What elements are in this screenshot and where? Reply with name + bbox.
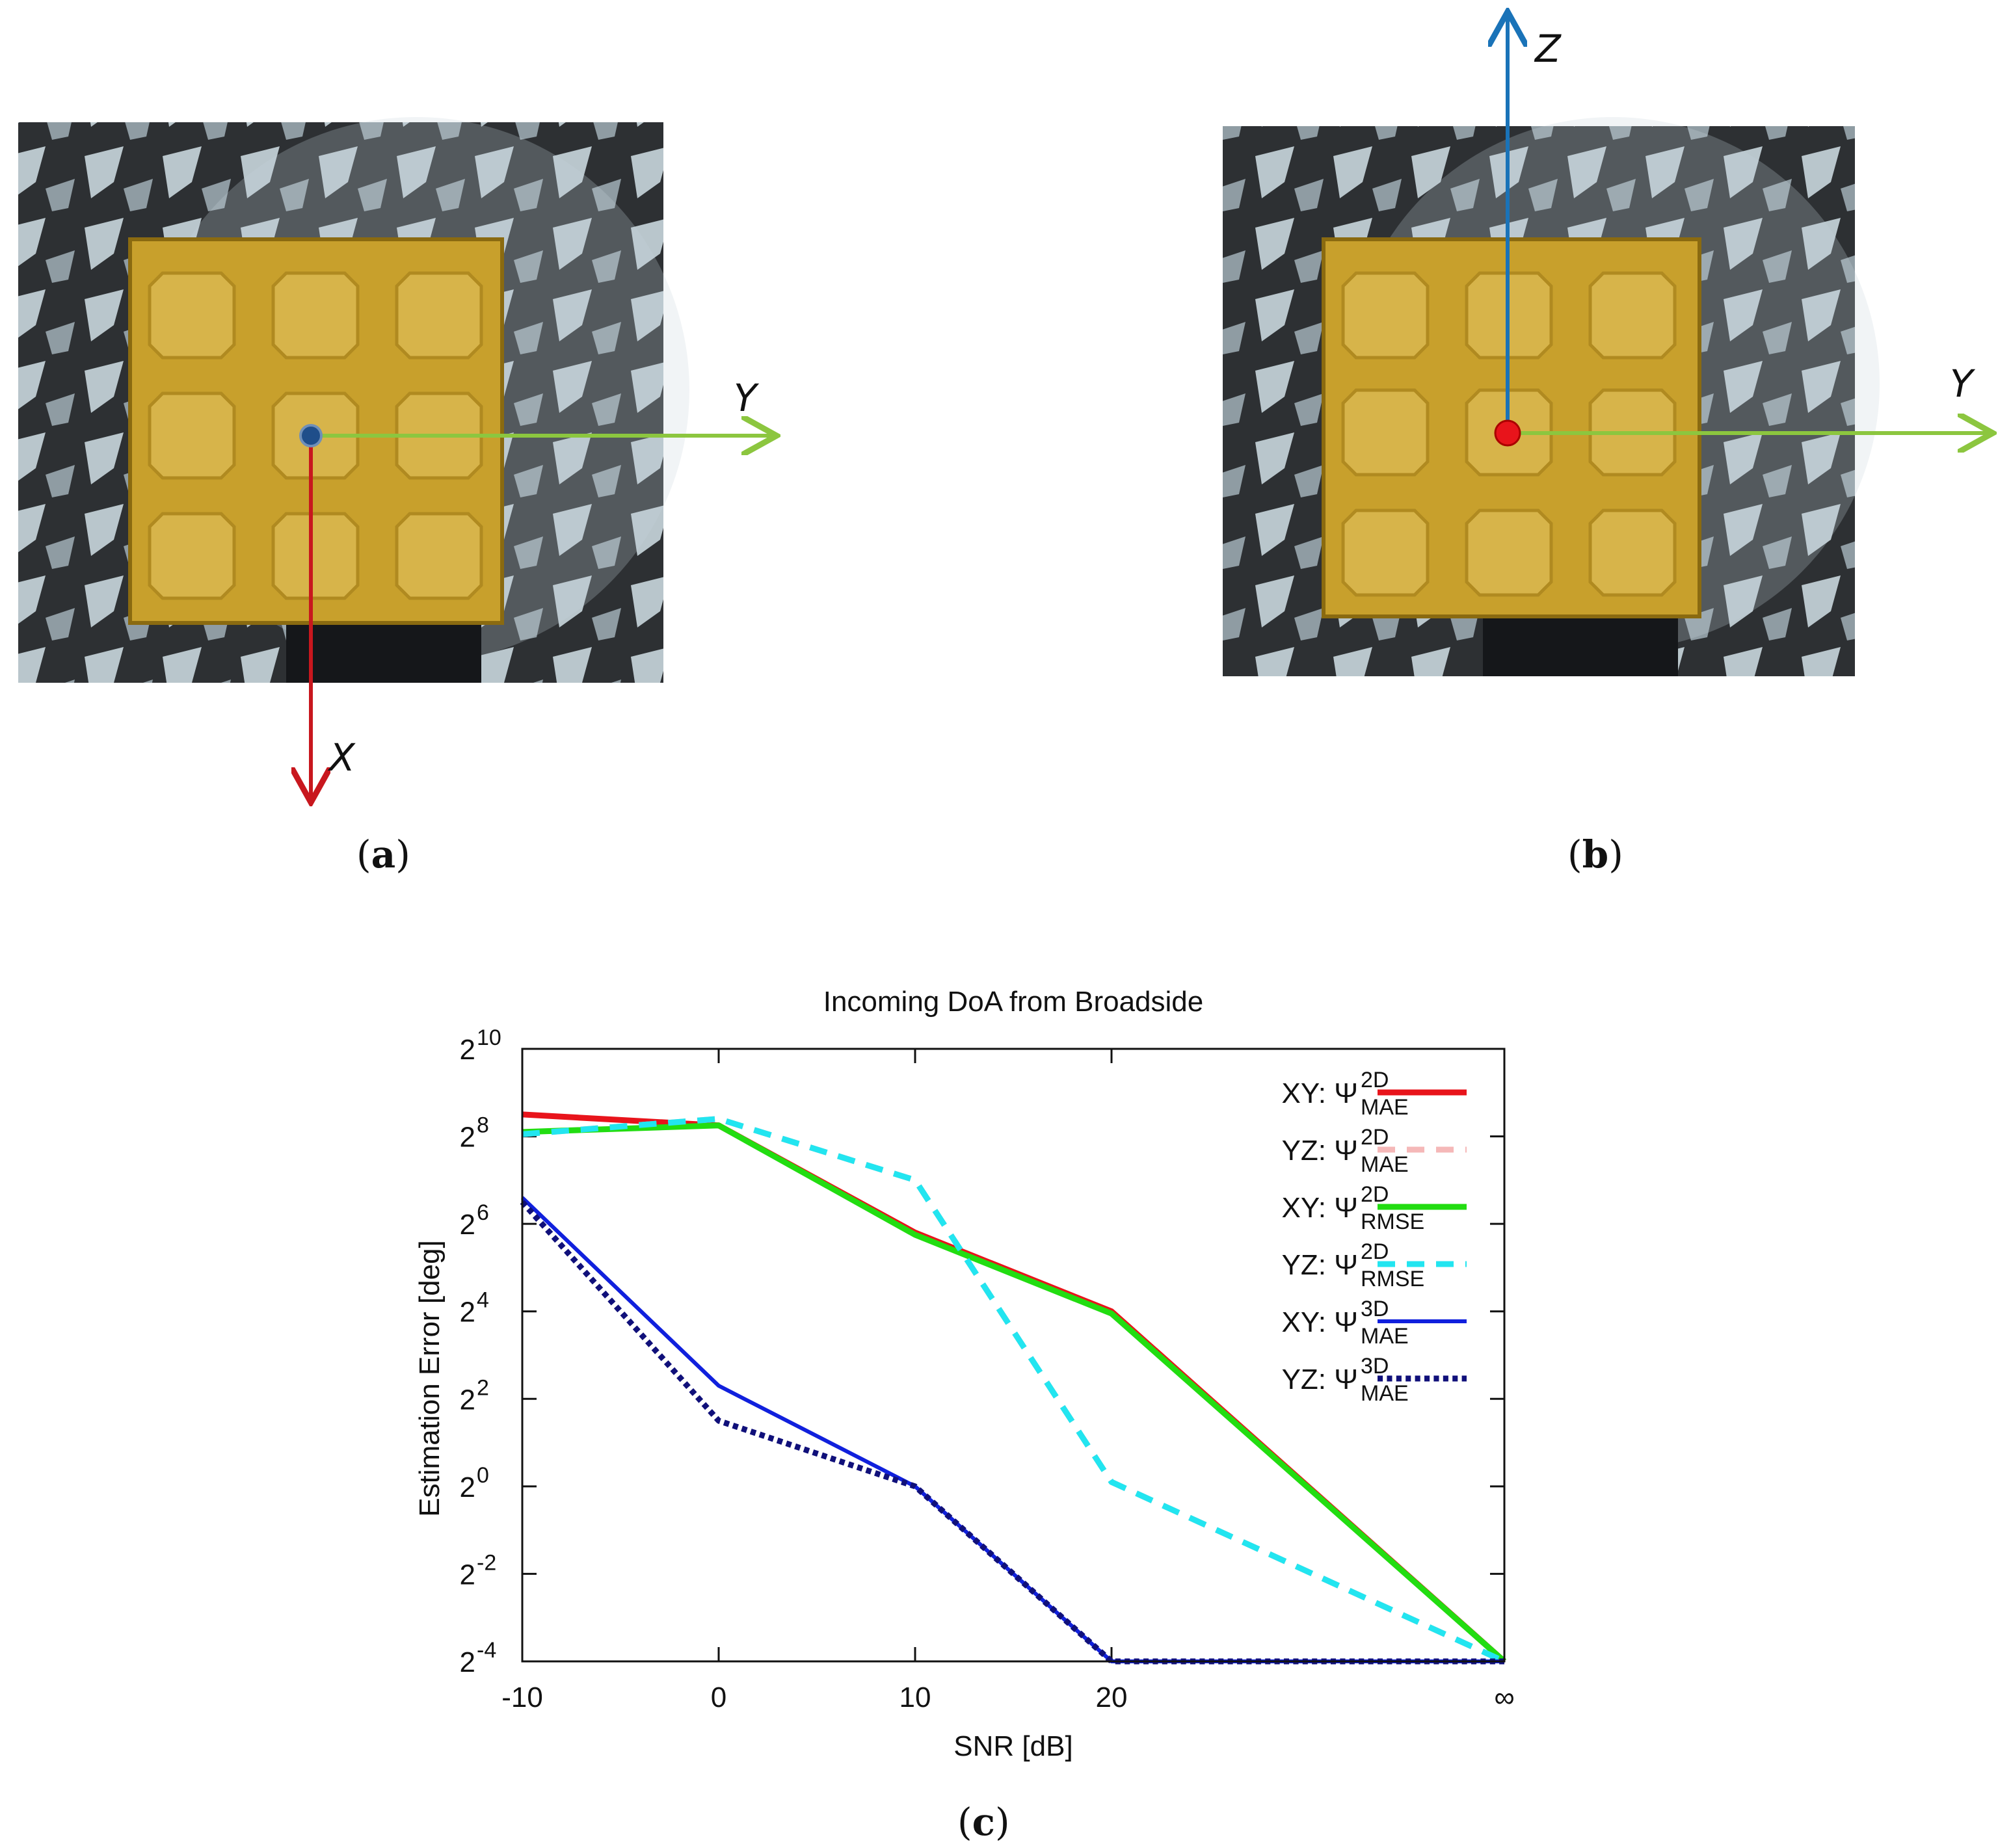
y-tick-exponent: 10 xyxy=(477,1025,501,1050)
legend-label: YZ: Ψ xyxy=(1282,1364,1358,1395)
legend-superscript: 3D xyxy=(1361,1297,1389,1321)
legend-subscript: RMSE xyxy=(1361,1209,1424,1234)
antenna-photo-b xyxy=(1223,117,1880,676)
legend-superscript: 2D xyxy=(1361,1068,1389,1092)
z-axis-label-b: Z xyxy=(1534,27,1562,71)
legend-subscript: MAE xyxy=(1361,1324,1409,1349)
panel-b: Y Z xyxy=(1223,0,1998,676)
legend-superscript: 2D xyxy=(1361,1125,1389,1150)
origin-dot-a xyxy=(299,424,323,447)
x-tick-label: 0 xyxy=(711,1682,726,1713)
y-tick-label: 2 xyxy=(460,1559,475,1591)
legend-superscript: 3D xyxy=(1361,1354,1389,1379)
y-tick-label: 2 xyxy=(460,1384,475,1416)
y-tick-exponent: 8 xyxy=(477,1113,489,1138)
legend-subscript: MAE xyxy=(1361,1095,1409,1120)
y-tick-label: 2 xyxy=(460,1297,475,1328)
y-axis-title: Estimation Error [deg] xyxy=(414,1240,446,1517)
y-axis-label-b: Y xyxy=(1950,362,1976,406)
x-tick-label: 20 xyxy=(1096,1682,1128,1713)
legend-label: YZ: Ψ xyxy=(1282,1249,1358,1281)
y-tick-label: 2 xyxy=(460,1122,475,1154)
legend-label: XY: Ψ xyxy=(1282,1306,1358,1338)
y-tick-label: 2 xyxy=(460,1472,475,1503)
y-tick-exponent: 4 xyxy=(477,1288,489,1313)
legend-label: XY: Ψ xyxy=(1282,1077,1358,1109)
legend-superscript: 2D xyxy=(1361,1182,1389,1207)
series-line-3 xyxy=(522,1122,1506,1664)
y-tick-exponent: 6 xyxy=(477,1200,489,1225)
y-tick-label: 2 xyxy=(460,1209,475,1241)
panel-a: Y X xyxy=(18,117,832,910)
plot-frame xyxy=(521,1048,1506,1663)
chart-title: Incoming DoA from Broadside xyxy=(823,986,1204,1018)
x-tick-label: -10 xyxy=(501,1682,543,1713)
legend-subscript: MAE xyxy=(1361,1381,1409,1406)
series-line-6 xyxy=(520,1200,1504,1665)
caption-b-letter: b xyxy=(1582,832,1609,877)
y-tick-label: 2 xyxy=(460,1034,475,1066)
y-axis-label-a: Y xyxy=(734,376,760,420)
caption-c: (c) xyxy=(957,1800,1010,1844)
y-tick-label: 2 xyxy=(460,1646,475,1678)
x-tick-label: 10 xyxy=(899,1682,931,1713)
y-ticks: 2 102 82 62 42 22 02 -22 -4 xyxy=(460,1025,1504,1678)
legend-label: XY: Ψ xyxy=(1282,1192,1358,1224)
caption-a: (a) xyxy=(356,832,410,877)
y-tick-exponent: -2 xyxy=(477,1550,496,1575)
y-tick-exponent: 0 xyxy=(477,1463,489,1488)
y-tick-exponent: -4 xyxy=(477,1638,496,1663)
legend-label: YZ: Ψ xyxy=(1282,1135,1358,1167)
legend-subscript: RMSE xyxy=(1361,1267,1424,1291)
x-tick-label: ∞ xyxy=(1494,1682,1514,1713)
legend-superscript: 2D xyxy=(1361,1239,1389,1264)
x-axis-title: SNR [dB] xyxy=(953,1730,1072,1762)
origin-dot-b xyxy=(1494,419,1521,447)
series-line-4 xyxy=(522,1116,1506,1665)
legend-subscript: MAE xyxy=(1361,1152,1409,1177)
caption-a-letter: a xyxy=(371,832,396,877)
caption-b: (b) xyxy=(1567,832,1623,877)
caption-c-letter: c xyxy=(972,1800,995,1844)
y-tick-exponent: 2 xyxy=(477,1375,489,1400)
x-axis-label-a: X xyxy=(327,735,356,780)
